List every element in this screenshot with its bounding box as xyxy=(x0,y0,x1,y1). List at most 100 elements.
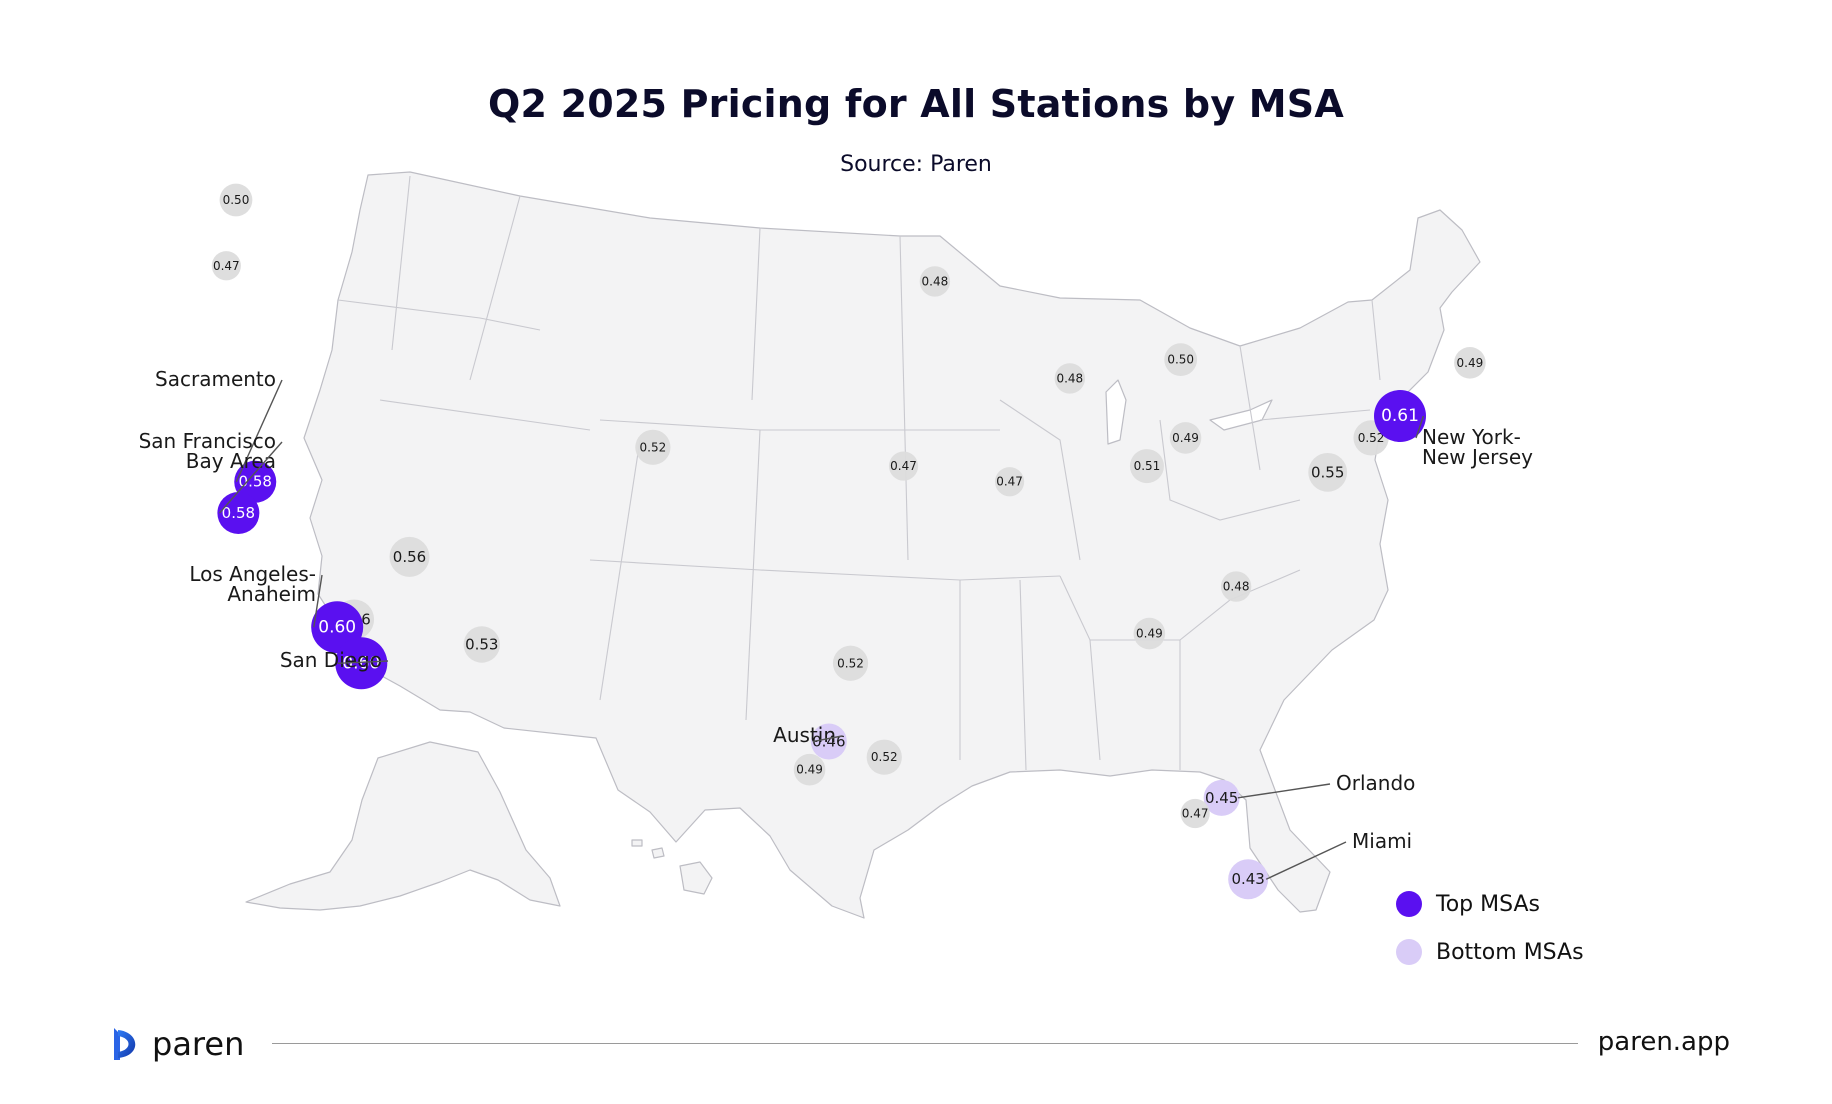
msa-bubble-value: 0.49 xyxy=(1136,627,1163,641)
msa-callout-label: Sacramento xyxy=(155,367,276,391)
msa-callout-label: New York- xyxy=(1422,425,1521,449)
state-borders xyxy=(337,175,1381,771)
msa-bubble-value: 0.58 xyxy=(239,473,272,491)
msa-bubble: 0.48 xyxy=(919,266,951,297)
msa-bubble: 0.58 xyxy=(234,460,277,503)
msa-bubble-circle xyxy=(1220,571,1252,602)
msa-callout: Los Angeles-Anaheim xyxy=(189,562,323,628)
msa-bubble-circle xyxy=(866,739,902,775)
msa-bubble-circle xyxy=(635,429,671,465)
msa-bubble: 0.49 xyxy=(1133,617,1166,650)
msa-bubble-value: 0.52 xyxy=(871,750,898,764)
msa-bubble-circle xyxy=(1454,346,1486,379)
msa-bubble: 0.52 xyxy=(832,645,869,681)
legend-item-top: Top MSAs xyxy=(1396,880,1584,928)
msa-callout-label: Los Angeles- xyxy=(189,562,316,586)
msa-bubble-value: 0.47 xyxy=(1182,807,1209,821)
msa-bubble-circle xyxy=(919,266,951,297)
msa-bubble: 0.52 xyxy=(635,429,671,465)
msa-bubble-value: 0.58 xyxy=(222,504,255,522)
msa-bubble-circle xyxy=(1374,390,1426,442)
msa-callout: San Diego xyxy=(280,648,389,672)
msa-callout-leader xyxy=(1415,415,1425,439)
msa-bubble-value: 0.48 xyxy=(1056,371,1083,385)
msa-bubble-value: 0.49 xyxy=(1457,356,1484,370)
legend-label-top: Top MSAs xyxy=(1436,891,1540,917)
msa-callout: Sacramento xyxy=(155,367,283,483)
msa-bubble-circle xyxy=(1164,343,1198,377)
us-states-layer xyxy=(245,171,1481,919)
msa-callout: Orlando xyxy=(1237,771,1415,799)
legend-swatch-bottom xyxy=(1396,939,1422,965)
msa-bubble: 0.48 xyxy=(1054,363,1086,394)
msa-bubble-circle xyxy=(1169,422,1202,454)
msa-bubble-value: 0.50 xyxy=(223,193,250,207)
msa-bubble-circle xyxy=(1129,449,1164,484)
footer-divider xyxy=(272,1043,1578,1044)
msa-bubble-value: 0.43 xyxy=(1231,870,1264,888)
legend-label-bottom: Bottom MSAs xyxy=(1436,939,1584,965)
msa-callout-leader xyxy=(812,735,843,743)
msa-bubble-value: 0.48 xyxy=(1223,580,1250,594)
msa-callout-label: San Diego xyxy=(280,648,382,672)
msa-bubble: 0.48 xyxy=(1220,571,1252,602)
msa-bubble: 0.55 xyxy=(1308,452,1348,492)
msa-bubble: 0.45 xyxy=(1203,779,1240,816)
msa-bubble-value: 0.49 xyxy=(1172,431,1199,445)
msa-bubble-circle xyxy=(1133,617,1166,650)
msa-bubble: 0.51 xyxy=(1129,449,1164,484)
msa-callout-leader xyxy=(235,379,283,483)
msa-bubble-value: 0.47 xyxy=(213,259,240,273)
msa-bubble-circle xyxy=(463,626,500,663)
msa-bubble: 0.47 xyxy=(211,251,241,281)
msa-bubble-value: 0.52 xyxy=(640,440,667,454)
footer-url: paren.app xyxy=(1597,1027,1730,1057)
msa-bubble-value: 0.48 xyxy=(922,274,949,288)
msa-bubble-value: 0.52 xyxy=(837,656,864,670)
paren-logo-icon xyxy=(114,1028,136,1060)
msa-callout-leader xyxy=(218,441,283,514)
legend-item-bottom: Bottom MSAs xyxy=(1396,928,1584,976)
msa-bubble: 0.49 xyxy=(793,753,826,786)
msa-bubble-value: 0.45 xyxy=(1205,789,1238,807)
msa-bubble-circle xyxy=(335,637,388,690)
msa-bubble-circle xyxy=(888,451,919,481)
msa-callout-leader xyxy=(1265,841,1347,880)
msa-callout-label: Anaheim xyxy=(227,582,316,606)
msa-bubble-circle xyxy=(994,467,1025,497)
msa-bubble: 0.61 xyxy=(1374,390,1426,442)
msa-bubble: 0.47 xyxy=(1180,798,1210,829)
msa-bubble-circle xyxy=(219,183,253,217)
msa-callout-label: New Jersey xyxy=(1422,445,1533,469)
msa-bubble-value: 0.52 xyxy=(1358,431,1385,445)
legend-swatch-top xyxy=(1396,891,1422,917)
msa-bubble-circle xyxy=(793,753,826,786)
page-subtitle: Source: Paren xyxy=(840,152,992,177)
msa-bubble-value: 0.50 xyxy=(1167,353,1194,367)
msa-bubble: 0.50 xyxy=(219,183,253,217)
msa-bubble-value: 0.53 xyxy=(465,635,498,653)
msa-bubble-value: 0.60 xyxy=(318,617,356,637)
msa-bubble-value: 0.60 xyxy=(342,653,380,673)
msa-callout: Austin xyxy=(773,723,843,747)
msa-callout-label: Bay Area xyxy=(186,449,276,473)
msa-callout-label: Miami xyxy=(1352,829,1412,853)
msa-callout-leader xyxy=(1237,783,1331,799)
msa-callout-leader xyxy=(313,574,323,628)
msa-bubble-circle xyxy=(389,536,430,577)
msa-bubble-circle xyxy=(1180,798,1210,829)
msa-bubble-value: 0.47 xyxy=(890,459,917,473)
msa-bubble-circle xyxy=(211,251,241,281)
msa-bubble: 0.52 xyxy=(866,739,902,775)
msa-callout: New York-New Jersey xyxy=(1415,415,1533,469)
alaska-outline xyxy=(245,741,561,911)
hawaii-outline xyxy=(631,839,713,895)
msa-bubble-value: 0.51 xyxy=(1134,459,1161,473)
msa-bubble-value: 0.47 xyxy=(996,475,1023,489)
msa-bubble-value: 0.61 xyxy=(1381,406,1419,426)
msa-callout: Miami xyxy=(1265,829,1412,880)
msa-bubble-circle xyxy=(1228,859,1269,900)
